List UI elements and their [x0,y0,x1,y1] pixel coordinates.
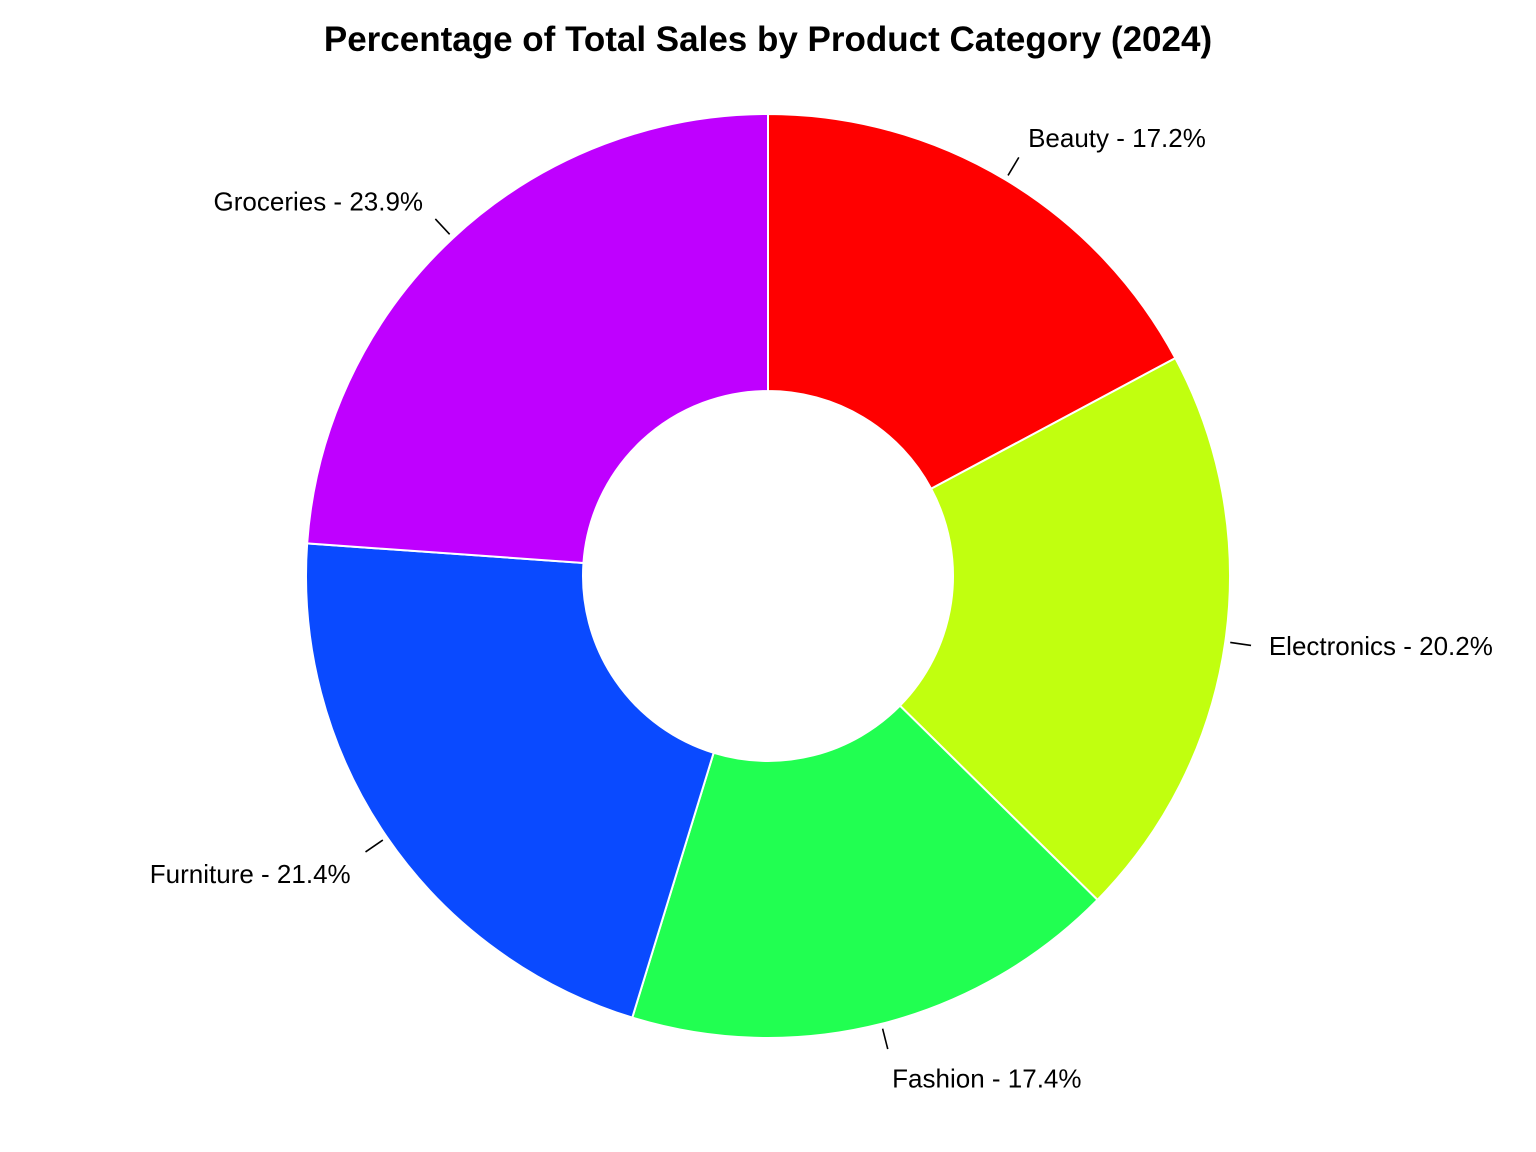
slice-electronics [898,356,1231,902]
slice-label-furniture: Furniture - 21.4% [150,859,351,889]
slice-label-groceries: Groceries - 23.9% [214,187,424,217]
slice-fashion [631,704,1099,1039]
leader-line-beauty [1007,156,1020,176]
slices-layer [305,112,1231,1039]
leader-line-groceries [434,218,451,235]
chart-title: Percentage of Total Sales by Product Cat… [323,20,1213,59]
slice-label-beauty: Beauty - 17.2% [1028,123,1206,153]
leader-line-furniture [365,839,384,853]
slice-beauty [767,112,1177,491]
slice-groceries [306,112,769,565]
labels-layer: Beauty - 17.2% Electronics - 20.2% Fashion… [150,123,1493,1094]
slice-label-electronics: Electronics - 20.2% [1269,631,1493,661]
slice-label-fashion: Fashion - 17.4% [892,1063,1081,1093]
leader-line-fashion [881,1028,889,1050]
slice-furniture [305,542,715,1019]
leader-line-electronics [1230,641,1252,647]
